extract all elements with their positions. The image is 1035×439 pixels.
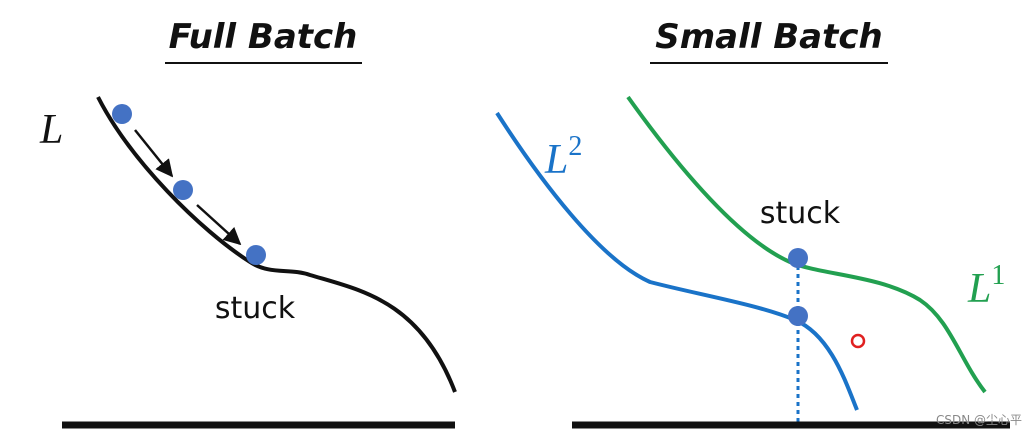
panel-title: Full Batch <box>169 17 358 57</box>
point <box>112 104 132 124</box>
point <box>246 245 266 265</box>
cursor-marker <box>850 333 866 349</box>
loss-curve <box>96 96 457 393</box>
label-base: L <box>544 137 568 183</box>
loss-curve <box>495 111 859 411</box>
arrow <box>196 204 242 246</box>
watermark: CSDN @尘心平 <box>936 413 1022 427</box>
curve-label: L1 <box>967 260 1005 312</box>
arrow <box>134 129 174 178</box>
point <box>173 180 193 200</box>
stuck-label: stuck <box>215 291 296 326</box>
label-sup: 1 <box>991 260 1005 291</box>
stuck-label: stuck <box>760 196 841 231</box>
label-sup: 2 <box>568 131 582 162</box>
point <box>788 248 808 268</box>
curve-label: L2 <box>544 131 582 183</box>
label-base: L <box>967 266 991 312</box>
panel-title: Small Batch <box>655 17 882 57</box>
curve-label: L <box>39 107 63 153</box>
point <box>788 306 808 326</box>
loss-curve <box>626 95 987 394</box>
